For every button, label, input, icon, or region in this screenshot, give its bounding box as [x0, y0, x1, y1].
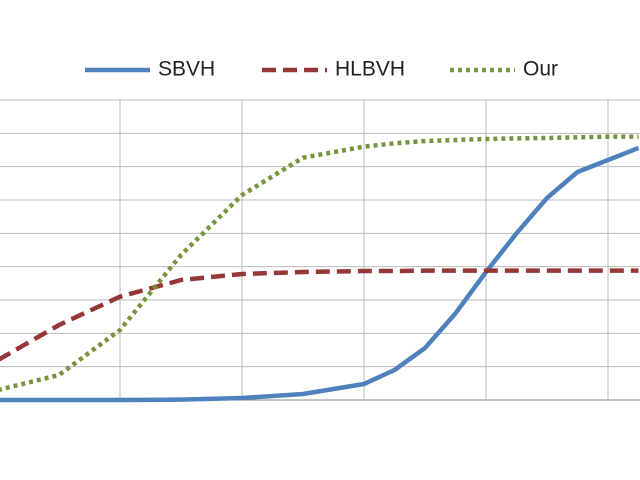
series-line: [0, 145, 640, 403]
series-line: [0, 134, 639, 392]
legend-label: HLBVH: [335, 58, 405, 81]
legend-label: Our: [523, 58, 558, 81]
legend-label: SBVH: [158, 58, 215, 81]
series-line: [0, 268, 639, 362]
